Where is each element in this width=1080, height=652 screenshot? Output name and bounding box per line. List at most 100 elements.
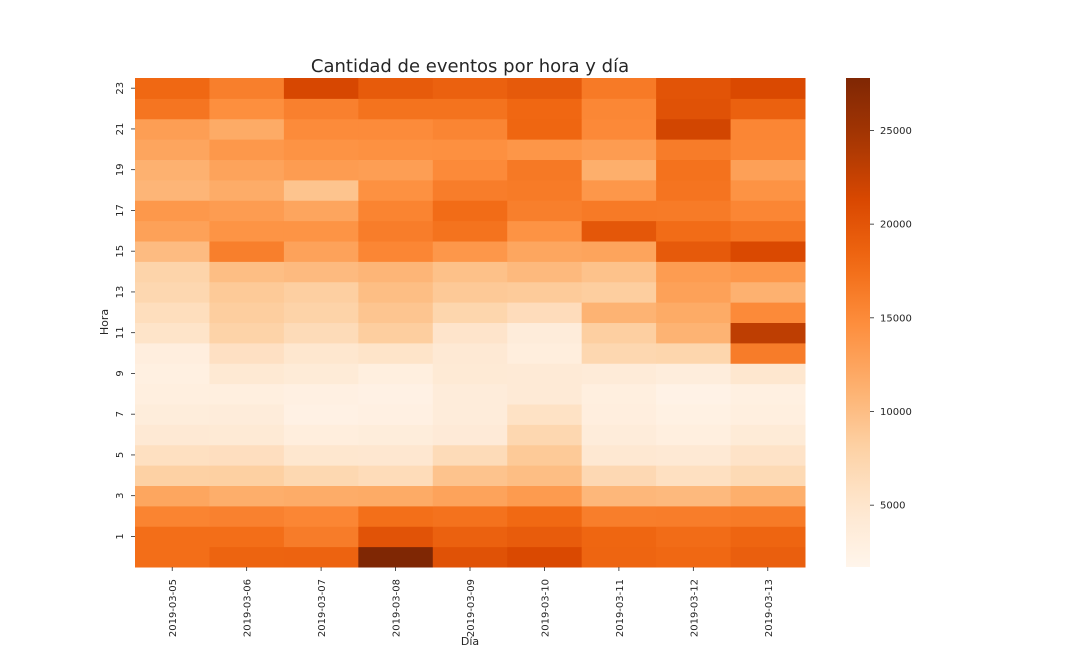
heatmap-cell	[283, 139, 359, 161]
heatmap-cell	[283, 200, 359, 222]
heatmap-cell	[432, 281, 508, 303]
heatmap-cell	[209, 465, 285, 487]
y-tick-label: 17	[115, 204, 126, 217]
heatmap-cell	[581, 220, 657, 242]
heatmap-cell	[730, 424, 806, 446]
heatmap-cell	[358, 139, 434, 161]
heatmap-cell	[209, 98, 285, 120]
heatmap-cell	[358, 220, 434, 242]
heatmap-cell	[283, 546, 359, 568]
heatmap-cell	[209, 546, 285, 568]
heatmap-cell	[656, 98, 732, 120]
x-tick-label: 2019-03-12	[689, 579, 700, 637]
heatmap-cell	[283, 424, 359, 446]
heatmap-cell	[730, 505, 806, 527]
heatmap-cell	[507, 241, 583, 262]
heatmap-cell	[209, 78, 285, 99]
heatmap-cell	[209, 342, 285, 364]
heatmap-cell	[432, 383, 508, 405]
heatmap-cell	[656, 383, 732, 405]
heatmap-cell	[730, 118, 806, 140]
y-tick-label: 3	[115, 493, 126, 499]
x-tick-label: 2019-03-11	[615, 579, 626, 637]
x-axis-label: Día	[461, 635, 479, 648]
heatmap-cell	[358, 546, 434, 568]
heatmap-cell	[135, 546, 210, 568]
heatmap-cell	[507, 139, 583, 161]
heatmap-cell	[209, 526, 285, 548]
heatmap-cell	[432, 465, 508, 487]
heatmap-cell	[507, 526, 583, 548]
heatmap-cell	[209, 281, 285, 303]
heatmap-cell	[581, 383, 657, 405]
heatmap-cell	[730, 302, 806, 324]
heatmap-cell	[358, 383, 434, 405]
heatmap-cell	[135, 139, 210, 161]
heatmap-cell	[656, 363, 732, 385]
heatmap-cell	[135, 342, 210, 364]
heatmap-cell	[507, 383, 583, 405]
heatmap-cell	[209, 159, 285, 181]
heatmap-cell	[656, 179, 732, 201]
heatmap-cell	[581, 139, 657, 161]
heatmap-cell	[432, 78, 508, 99]
y-tick-label: 23	[115, 82, 126, 95]
y-tick-label: 21	[115, 123, 126, 136]
heatmap-cell	[730, 322, 806, 344]
heatmap-cell	[283, 98, 359, 120]
y-tick-label: 19	[115, 163, 126, 176]
heatmap-cell	[507, 485, 583, 507]
heatmap-cell	[581, 444, 657, 466]
heatmap-cell	[507, 546, 583, 568]
heatmap-cell	[656, 404, 732, 425]
heatmap-cell	[581, 200, 657, 222]
heatmap-cell	[507, 342, 583, 364]
heatmap-cell	[358, 404, 434, 425]
heatmap-cell	[432, 302, 508, 324]
x-tick-label: 2019-03-07	[317, 579, 328, 637]
heatmap-cell	[283, 281, 359, 303]
heatmap-cell	[432, 261, 508, 283]
heatmap-cell	[135, 98, 210, 120]
heatmap-cell	[730, 363, 806, 385]
heatmap-cell	[507, 465, 583, 487]
heatmap-cell	[358, 159, 434, 181]
heatmap-cell	[283, 526, 359, 548]
heatmap-cell	[507, 98, 583, 120]
heatmap-cell	[507, 118, 583, 140]
heatmap-cell	[507, 179, 583, 201]
heatmap-cell	[283, 78, 359, 99]
heatmap-cell	[656, 505, 732, 527]
heatmap-cell	[432, 424, 508, 446]
heatmap-cell	[656, 526, 732, 548]
heatmap-cell	[283, 505, 359, 527]
colorbar-tick-label: 20000	[880, 220, 912, 231]
heatmap-cell	[656, 200, 732, 222]
heatmap-cell	[283, 383, 359, 405]
heatmap-cell	[507, 78, 583, 99]
heatmap-cell	[581, 78, 657, 99]
heatmap-cell	[507, 404, 583, 425]
heatmap-cell	[358, 322, 434, 344]
heatmap-cell	[581, 241, 657, 262]
heatmap-cell	[656, 261, 732, 283]
heatmap-cell	[135, 159, 210, 181]
y-tick-label: 1	[115, 533, 126, 539]
heatmap-cell	[283, 220, 359, 242]
colorbar-tick-label: 25000	[880, 126, 912, 137]
heatmap-cell	[135, 465, 210, 487]
heatmap-cell	[432, 485, 508, 507]
x-tick-label: 2019-03-06	[243, 579, 254, 637]
heatmap-cell	[432, 505, 508, 527]
heatmap-cell	[656, 342, 732, 364]
heatmap-cell	[209, 241, 285, 262]
heatmap-cell	[209, 139, 285, 161]
heatmap-cell	[432, 220, 508, 242]
heatmap-cell	[730, 78, 806, 99]
x-tick-label: 2019-03-09	[466, 579, 477, 637]
colorbar-tick-label: 10000	[880, 407, 912, 418]
heatmap-cell	[581, 505, 657, 527]
y-tick-label: 9	[115, 370, 126, 376]
heatmap-cell	[730, 404, 806, 425]
